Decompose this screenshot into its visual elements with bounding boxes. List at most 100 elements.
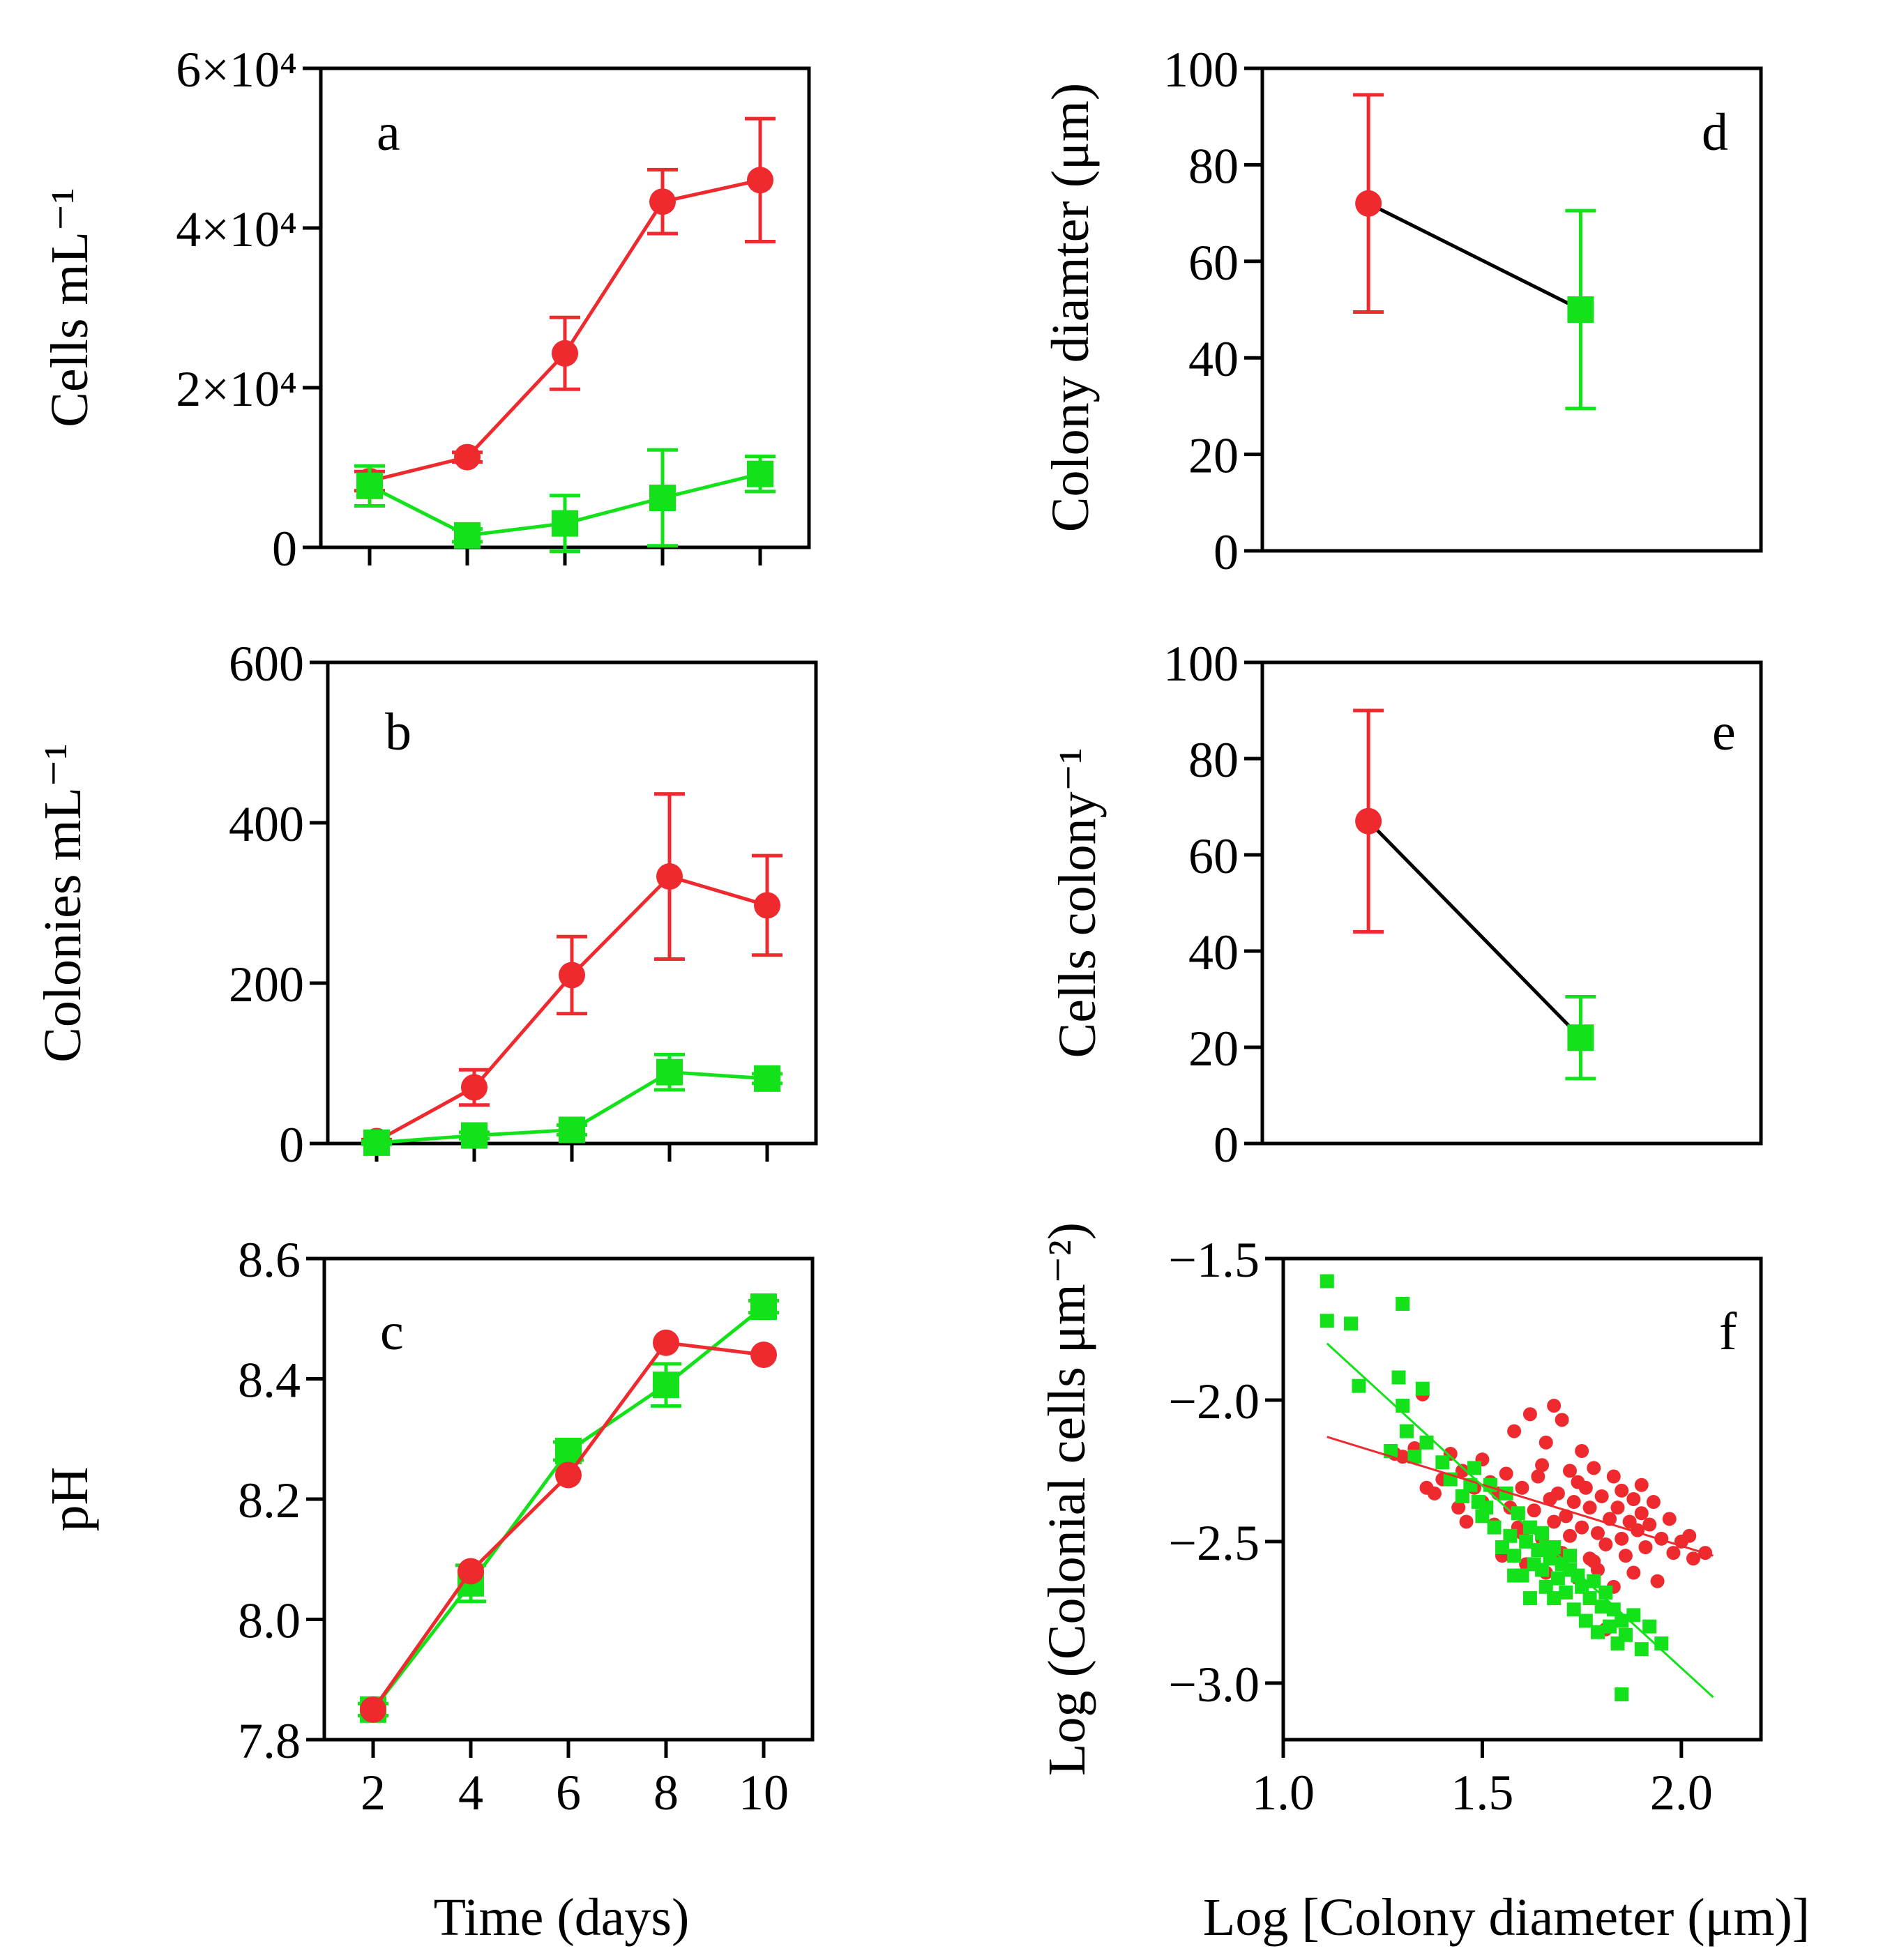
scatter-point-green: [1435, 1455, 1450, 1470]
data-point-red: [559, 962, 585, 989]
scatter-point-green: [1578, 1613, 1593, 1628]
scatter-point-red: [1582, 1501, 1597, 1515]
y-axis-label: Colony diamter (μm): [1041, 83, 1100, 532]
y-tick-label: 6×10⁴: [176, 42, 297, 98]
scatter-point-green: [1320, 1314, 1334, 1328]
panel-label: d: [1702, 103, 1728, 162]
scatter-point-red: [1615, 1531, 1629, 1546]
panel-label: b: [385, 703, 411, 761]
y-tick-label: 20: [1188, 428, 1239, 484]
scatter-point-green: [1654, 1636, 1669, 1650]
y-tick-label: −1.5: [1168, 1232, 1260, 1288]
data-point-red: [552, 340, 578, 367]
scatter-point-red: [1527, 1503, 1541, 1518]
panel-c: 7.8 8.0 8.2 8.4 8.6 2 4 6 8 10 pH c: [40, 1232, 815, 1821]
y-axis-label: Cells colony⁻¹: [1048, 748, 1107, 1058]
x-tick-label: 8: [653, 1765, 679, 1821]
data-point-red: [555, 1461, 582, 1489]
connector-line: [1367, 819, 1582, 1039]
scatter-point-green: [1642, 1619, 1657, 1634]
scatter-point-green: [1547, 1591, 1562, 1606]
scatter-point-red: [1590, 1526, 1605, 1540]
scatter-point-green: [1575, 1579, 1589, 1594]
scatter-point-red: [1626, 1492, 1641, 1506]
scatter-point-green: [1511, 1506, 1525, 1521]
y-tick-label: 8.2: [238, 1473, 301, 1528]
data-point-red: [461, 1074, 487, 1101]
scatter-point-red: [1547, 1399, 1562, 1413]
scatter-point-red: [1531, 1469, 1545, 1484]
scatter-point-green: [1396, 1399, 1410, 1413]
scatter-point-red: [1427, 1486, 1442, 1501]
panel-label: f: [1719, 1302, 1737, 1361]
y-tick-label: 600: [229, 636, 304, 692]
data-point-green: [649, 485, 676, 512]
scatter-point-red: [1550, 1486, 1565, 1501]
scatter-point-green: [1559, 1585, 1573, 1600]
y-tick-label: 200: [229, 957, 304, 1012]
scatter-point-red: [1459, 1514, 1474, 1529]
data-point: [1567, 296, 1594, 323]
data-point-green: [356, 472, 383, 499]
scatter-point-red: [1563, 1464, 1577, 1478]
y-tick-label: −2.0: [1168, 1374, 1260, 1429]
data-point-red: [754, 892, 780, 919]
scatter-point-green: [1563, 1563, 1577, 1577]
scatter-point-green: [1535, 1526, 1550, 1540]
scatter-point-green: [1606, 1602, 1621, 1617]
data-point: [1567, 1024, 1594, 1051]
scatter-point-red: [1499, 1466, 1513, 1481]
panel-a: 0 2×10⁴ 4×10⁴ 6×10⁴ Cells mL⁻¹ a: [40, 42, 811, 577]
x-tick-label: 10: [739, 1765, 789, 1821]
y-tick-label: 0: [1214, 524, 1239, 580]
x-tick-label: 6: [556, 1765, 581, 1821]
y-tick-label: 8.4: [238, 1353, 301, 1408]
y-tick-label: 400: [229, 796, 304, 852]
y-tick-label: 80: [1188, 732, 1239, 788]
scatter-point-green: [1352, 1378, 1366, 1393]
data-point-green: [363, 1129, 390, 1156]
scatter-point-red: [1650, 1574, 1665, 1588]
scatter-point-red: [1555, 1413, 1569, 1427]
x-tick-label: 2: [361, 1765, 386, 1821]
data-point-red: [747, 167, 773, 194]
scatter-point-green: [1503, 1528, 1518, 1543]
axes-frame: [1260, 66, 1763, 553]
scatter-point-red: [1634, 1477, 1649, 1492]
data-point-red: [454, 443, 481, 471]
axes-frame: [1260, 660, 1763, 1146]
data-point-green: [750, 1293, 777, 1320]
scatter-point-red: [1559, 1509, 1573, 1524]
scatter-point-green: [1539, 1579, 1553, 1594]
scatter-point-green: [1396, 1296, 1410, 1311]
data-point-red: [750, 1342, 777, 1368]
data-point-green: [754, 1065, 780, 1092]
scatter-point-red: [1666, 1546, 1681, 1560]
panel-label: c: [380, 1302, 404, 1361]
scatter-point-green: [1522, 1520, 1537, 1535]
scatter-point-red: [1662, 1512, 1677, 1526]
scatter-point-green: [1535, 1563, 1550, 1577]
scatter-point-red: [1610, 1501, 1625, 1515]
scatter-point-green: [1566, 1602, 1581, 1617]
panel-b: 0 200 400 600 Colonies mL⁻¹ b: [33, 636, 818, 1173]
data-point-green: [454, 522, 481, 549]
scatter-point-red: [1566, 1495, 1581, 1510]
scatter-point-red: [1455, 1464, 1469, 1478]
scatter-point-green: [1563, 1549, 1577, 1563]
scatter-point-red: [1587, 1554, 1601, 1569]
scatter-point-red: [1682, 1528, 1697, 1543]
scatter-point-green: [1634, 1642, 1649, 1657]
scatter-point-red: [1451, 1501, 1466, 1515]
y-tick-label: 8.0: [238, 1593, 301, 1649]
y-tick-label: 0: [1214, 1117, 1239, 1173]
y-tick-label: 0: [272, 521, 297, 577]
scatter-point-red: [1587, 1461, 1601, 1475]
axes-frame: [1281, 1256, 1763, 1742]
y-tick-label: 4×10⁴: [176, 202, 297, 257]
scatter-point-green: [1320, 1274, 1334, 1289]
scatter-point-red: [1515, 1480, 1529, 1495]
x-axis-label-left: Time (days): [434, 1888, 690, 1947]
series-line-green: [372, 1305, 765, 1711]
scatter-point-red: [1575, 1520, 1589, 1535]
